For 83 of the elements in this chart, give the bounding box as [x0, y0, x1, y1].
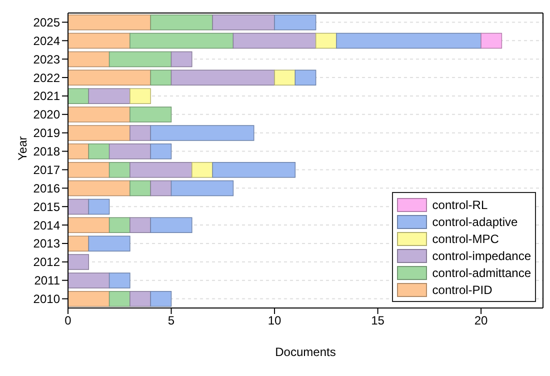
bar [68, 125, 130, 141]
y-tick-label: 2012 [33, 255, 60, 270]
y-tick-label: 2025 [33, 15, 60, 30]
bar [68, 162, 110, 178]
bar [88, 88, 130, 104]
bar [336, 32, 482, 49]
y-tick-label: 2019 [33, 126, 60, 140]
bar [68, 51, 110, 68]
x-tick-label: 20 [474, 314, 488, 328]
bar [68, 272, 110, 288]
bar [170, 70, 275, 86]
y-tick-label: 2014 [33, 218, 60, 232]
y-tick-label: 2017 [33, 162, 60, 177]
y-tick-label: 2013 [33, 236, 60, 251]
bar [68, 291, 110, 307]
bar [108, 162, 130, 178]
legend-label: control-MPC [432, 232, 499, 246]
x-tick-label: 10 [268, 314, 282, 328]
bar [108, 144, 151, 160]
x-tick-label: 15 [371, 314, 385, 328]
bar [68, 180, 130, 196]
legend-label: control-impedance [432, 248, 531, 262]
bar [294, 70, 316, 86]
bar [108, 217, 130, 234]
bar [68, 88, 89, 104]
bar [274, 14, 316, 30]
y-tick-label: 2011 [34, 274, 60, 288]
bar [68, 32, 130, 49]
y-tick-label: 2022 [33, 70, 60, 85]
bar [130, 162, 192, 178]
bar [88, 236, 130, 252]
y-tick-label: 2015 [33, 200, 60, 214]
bar [68, 254, 89, 270]
bar [130, 180, 151, 196]
legend-label: control-admittance [432, 266, 531, 280]
bar [212, 14, 275, 30]
bar [150, 144, 172, 160]
bar [130, 291, 151, 307]
bar [108, 272, 130, 288]
legend-label: control-RL [432, 198, 488, 212]
bar [232, 32, 316, 49]
bar [68, 14, 151, 30]
y-tick-label: 2021 [33, 89, 60, 104]
bar [150, 291, 172, 307]
legend-label: control-adaptive [432, 214, 518, 228]
bar [192, 162, 213, 178]
bar [108, 51, 172, 68]
legend-label: control-PID [432, 282, 492, 296]
bar [68, 198, 89, 215]
bar [150, 125, 254, 141]
y-tick-label: 2010 [33, 292, 60, 306]
bar [274, 70, 296, 86]
bar [88, 198, 110, 215]
bar [68, 217, 110, 234]
bar [480, 32, 502, 49]
bar [170, 51, 192, 68]
y-tick-label: 2020 [33, 108, 60, 122]
bar [108, 291, 130, 307]
y-tick-label: 2024 [33, 34, 60, 48]
bar [68, 70, 151, 86]
x-axis-title: Documents [275, 345, 336, 359]
bar [88, 144, 110, 160]
bar [68, 144, 89, 160]
bar [315, 32, 337, 49]
bar [150, 70, 172, 86]
bar [68, 236, 89, 252]
bar [170, 180, 234, 196]
y-tick-label: 2018 [33, 144, 60, 159]
bar [150, 217, 192, 234]
bar [68, 106, 130, 122]
bar [150, 14, 213, 30]
bar [130, 106, 172, 122]
bar [130, 88, 151, 104]
bar [212, 162, 296, 178]
bar [150, 180, 172, 196]
y-tick-label: 2016 [33, 181, 60, 196]
y-axis-title: Year [15, 136, 30, 160]
bar [130, 32, 234, 49]
bar [130, 125, 151, 141]
y-tick-label: 2023 [33, 52, 60, 66]
bar [130, 217, 151, 234]
x-tick-label: 0 [64, 314, 72, 328]
x-tick-label: 5 [168, 314, 175, 328]
